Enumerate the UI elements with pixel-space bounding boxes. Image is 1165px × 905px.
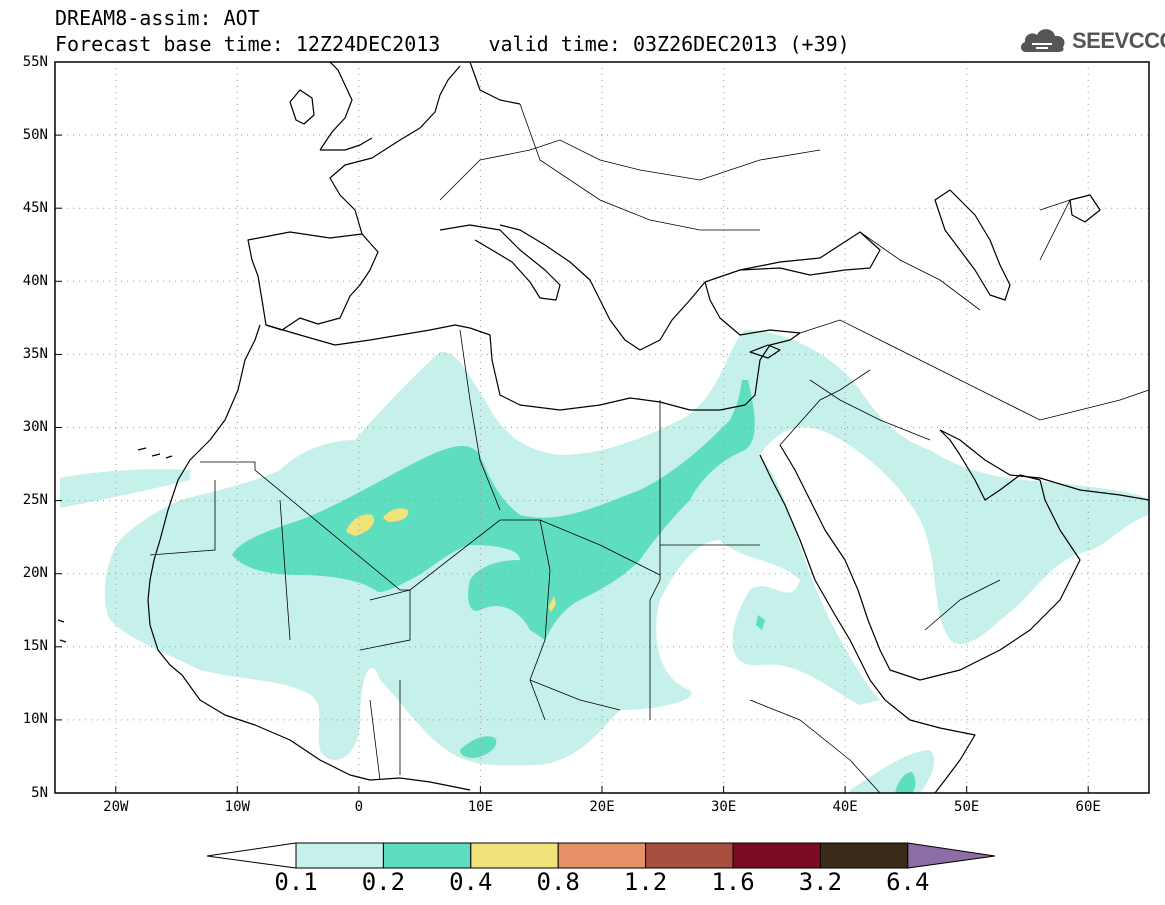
lon-label: 60E: [1075, 799, 1101, 815]
country-borders: [149, 103, 1149, 793]
lat-label: 10N: [22, 711, 48, 727]
colorbar-swatch: [819, 842, 909, 869]
cloud-icon: [1020, 29, 1065, 52]
colorbar-label: 1.2: [623, 868, 668, 896]
coast-caspian: [934, 189, 1011, 301]
lon-label: 20E: [589, 799, 615, 815]
lat-label: 20N: [22, 565, 48, 581]
coast-ireland: [289, 89, 315, 125]
coast-redsea-east: [779, 444, 891, 671]
coastlines: [57, 62, 1149, 793]
coast-anatolia: [704, 281, 801, 336]
colorbar-label: 0.4: [449, 868, 493, 896]
colorbar-label: 3.2: [798, 868, 843, 896]
colorbar-under-arrow: [206, 842, 297, 869]
lat-label: 25N: [22, 492, 48, 508]
lat-label: 15N: [22, 638, 48, 654]
coast-aral: [1069, 194, 1101, 223]
coast-iran: [939, 429, 1149, 501]
colorbar-swatch: [382, 842, 472, 869]
lon-label: 40E: [832, 799, 858, 815]
lon-label: 10W: [224, 799, 250, 815]
lat-label: 5N: [31, 785, 48, 801]
aot-layer-mid: [232, 380, 916, 793]
coast-horn: [884, 699, 976, 793]
colorbar-label: 0.8: [536, 868, 580, 896]
aot-layer-high: [346, 508, 556, 612]
colorbar-over-arrow: [907, 842, 996, 869]
colorbar-swatch: [295, 842, 384, 869]
logo-text: SEEVCCC: [1072, 28, 1165, 53]
lat-label: 55N: [22, 54, 48, 70]
lon-label: 20W: [103, 799, 129, 815]
lat-label: 30N: [22, 419, 48, 435]
lon-label: 30E: [710, 799, 737, 815]
lat-label: 50N: [22, 127, 48, 143]
map-title: DREAM8-assim: AOT: [55, 6, 260, 30]
coast-balkans: [499, 224, 706, 351]
colorbar-swatch: [732, 842, 821, 869]
lat-label: 40N: [22, 273, 48, 289]
colorbar-swatch: [557, 842, 647, 869]
coast-britain: [319, 62, 373, 151]
coast-maghreb: [265, 324, 801, 411]
colorbar-swatch: [645, 842, 734, 869]
axis-ticks: [55, 134, 1089, 793]
lon-label: 50E: [954, 799, 980, 815]
coast-gulf-guinea: [181, 674, 471, 791]
coast-blacksea: [704, 231, 881, 283]
lon-label: 0: [354, 799, 364, 815]
coast-france: [329, 127, 421, 235]
coast-redsea-west: [759, 454, 886, 701]
lat-label: 45N: [22, 200, 48, 216]
colorbar-label: 0.2: [361, 868, 406, 896]
coast-iberia: [247, 231, 379, 331]
coast-italy: [439, 224, 561, 301]
seevccc-logo: SEEVCCC: [1018, 24, 1165, 56]
coast-northsea: [419, 62, 521, 129]
colorbar-label: 1.6: [711, 868, 755, 896]
colorbar: [206, 842, 996, 869]
coast-arabia: [889, 429, 1081, 681]
coast-northafrica: [147, 324, 261, 676]
lat-label: 35N: [22, 346, 48, 362]
graticule: [55, 62, 1149, 793]
lon-label: 10E: [467, 799, 494, 815]
forecast-times: Forecast base time: 12Z24DEC2013 valid t…: [55, 32, 850, 56]
colorbar-label: 0.1: [274, 868, 318, 896]
colorbar-swatch: [470, 842, 559, 869]
colorbar-label: 6.4: [886, 868, 930, 896]
